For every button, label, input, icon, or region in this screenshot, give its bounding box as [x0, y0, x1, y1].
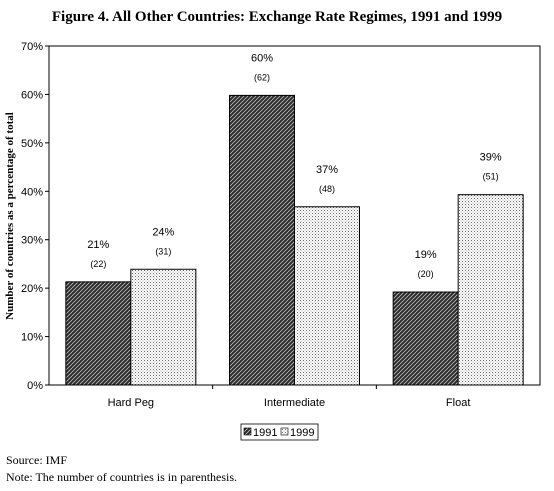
parenthesis-note: Note: The number of countries is in pare… — [6, 470, 238, 484]
count-label: (62) — [254, 72, 270, 82]
bar-1999-hard-peg — [130, 268, 197, 386]
data-label: 37% — [316, 164, 338, 176]
y-tick-label: 70% — [21, 41, 43, 53]
y-tick-label: 50% — [21, 138, 43, 150]
x-axis: Hard Peg Intermediate Float — [108, 385, 470, 409]
count-label: (31) — [155, 246, 171, 256]
data-label: 24% — [152, 226, 174, 238]
bars — [65, 94, 524, 386]
y-axis: 0% 10% 20% 30% 40% 50% 60% 70% — [21, 41, 49, 392]
legend: 1991 1999 — [240, 423, 319, 441]
data-label: 19% — [415, 249, 437, 261]
chart-title: Figure 4. All Other Countries: Exchange … — [52, 9, 502, 25]
y-axis-label: Number of countries as a percentage of t… — [4, 112, 16, 320]
y-tick-label: 20% — [21, 283, 43, 295]
data-label: 60% — [251, 52, 273, 64]
x-tick-label: Intermediate — [264, 397, 325, 409]
count-label: (22) — [90, 259, 106, 269]
legend-swatch-1999 — [280, 427, 289, 436]
data-labels: 21% (22) 24% (31) 60% (62) 37% (48) 19% (20) 39% (5… — [87, 52, 502, 279]
legend-label-1999: 1999 — [290, 427, 314, 439]
count-label: (20) — [418, 269, 434, 279]
data-label: 21% — [87, 239, 109, 251]
legend-box — [240, 423, 319, 441]
bar-1999-intermediate — [294, 206, 360, 386]
y-tick-label: 40% — [21, 186, 43, 198]
data-label: 39% — [480, 152, 502, 164]
x-tick-label: Hard Peg — [108, 397, 154, 409]
y-tick-label: 60% — [21, 89, 43, 101]
bar-1991-intermediate — [229, 94, 295, 386]
legend-swatch-1991 — [243, 427, 252, 436]
source-note: Source: IMF — [6, 453, 67, 467]
y-tick-label: 30% — [21, 235, 43, 247]
count-label: (48) — [319, 184, 335, 194]
plot-area-frame — [48, 45, 541, 386]
y-tick-label: 10% — [21, 332, 43, 344]
x-tick-label: Float — [446, 397, 470, 409]
bar-1999-float — [457, 194, 524, 386]
legend-label-1991: 1991 — [253, 427, 277, 439]
y-tick-label: 0% — [27, 380, 43, 392]
bar-1991-float — [392, 291, 459, 386]
bar-1991-hard-peg — [65, 281, 132, 386]
count-label: (51) — [483, 172, 499, 182]
